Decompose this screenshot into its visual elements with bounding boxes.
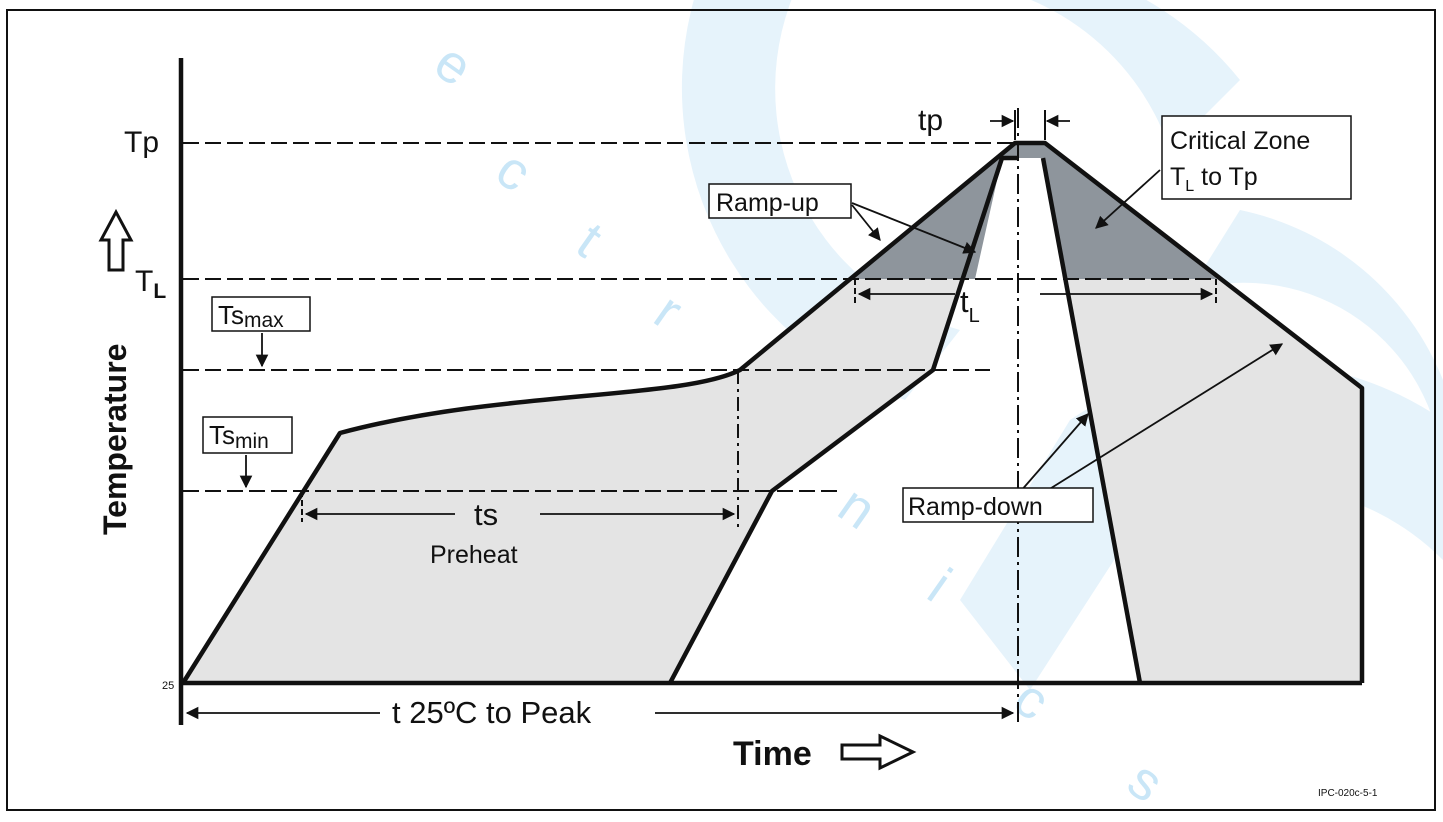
- critical-zone-pointer: [1095, 169, 1161, 229]
- ramp-down-pointer-1: [1019, 413, 1089, 493]
- critical-zone-label-line1: Critical Zone: [1170, 127, 1310, 155]
- tp-duration-label: tp: [918, 104, 943, 137]
- ramp-down-label: Ramp-down: [908, 493, 1043, 521]
- preheat-label: Preheat: [430, 541, 518, 569]
- watermark-letter-7: i: [917, 557, 961, 613]
- ramp-down-pointer-2: [1039, 343, 1284, 496]
- tsmax-label: Tsmax: [218, 300, 284, 332]
- ramp-up-pointer-1: [851, 204, 881, 241]
- y-axis-title: Temperature: [97, 344, 133, 535]
- min-ramp-down-line: [1040, 157, 1143, 684]
- ramp-up-label: Ramp-up: [716, 189, 819, 217]
- max-profile-line: [181, 140, 1365, 685]
- temperature-arrow-icon: [98, 208, 134, 272]
- watermark-letter-8: c: [1003, 667, 1060, 732]
- tl-span-label: tL: [960, 284, 980, 327]
- ramp-up-label-box: [708, 183, 852, 219]
- dimension-arrows: [185, 114, 1284, 720]
- ramp-down-label-box: [902, 487, 1094, 523]
- watermark-letter-2: c: [486, 139, 543, 204]
- watermark-letter-6: n: [828, 475, 887, 541]
- tl-axis-label: TL: [135, 265, 166, 303]
- time-arrow-icon: [840, 733, 917, 771]
- min-profile-line: [668, 155, 1018, 685]
- watermark-letter-1: e: [424, 32, 483, 98]
- tp-axis-label: Tp: [124, 126, 159, 159]
- tsmin-label: Tsmin: [209, 420, 269, 453]
- reference-lines: [183, 108, 1217, 725]
- tsmax-label-box: [211, 296, 311, 332]
- profile-outline: [178, 58, 1365, 725]
- figure-code: IPC-020c-5-1: [1318, 788, 1378, 799]
- critical-zone-label-box: [1161, 115, 1352, 200]
- figure-border: [6, 9, 1436, 811]
- x-axis-title: Time: [733, 735, 812, 773]
- tsmin-label-box: [202, 416, 293, 454]
- watermark-letter-4: r: [644, 282, 693, 341]
- tick-label-25: 25: [162, 680, 174, 692]
- ts-label: ts: [474, 497, 498, 532]
- critical-zone-label-line2: TL to Tp: [1170, 163, 1258, 195]
- t25-to-peak-label: t 25ºC to Peak: [392, 695, 592, 730]
- critical-zone-fill-top: [1015, 143, 1045, 158]
- ramp-up-pointer-2: [851, 202, 977, 254]
- watermark-letter-3: t: [566, 211, 613, 269]
- watermark-letter-9: s: [1117, 749, 1174, 814]
